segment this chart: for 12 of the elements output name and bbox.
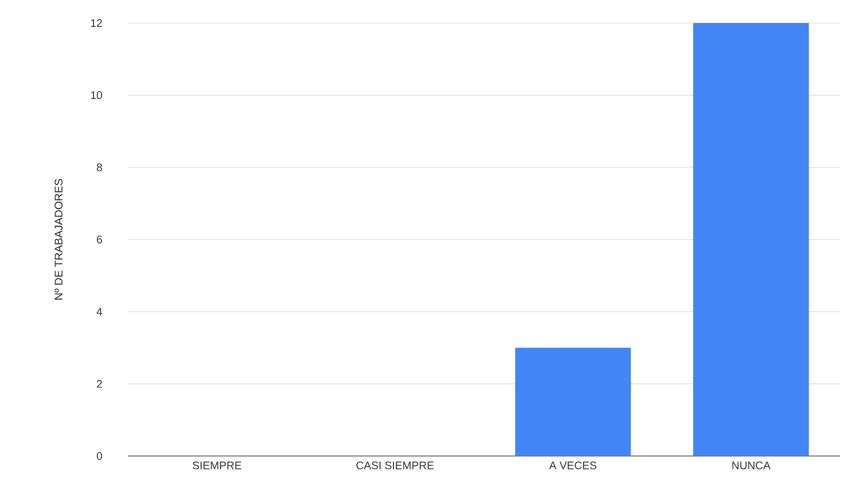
x-tick-label: SIEMPRE [192,462,242,470]
x-tick-label: CASI SIEMPRE [356,462,434,470]
y-tick-label: 4 [96,308,102,316]
y-tick-label: 0 [96,452,102,460]
x-tick-label: A VECES [549,462,596,470]
y-tick-label: 6 [96,236,102,244]
y-tick-label: 8 [96,163,102,172]
x-tick-label: NUNCA [732,462,771,470]
y-tick-label: 12 [91,19,102,27]
y-axis-title: Nº DE TRABAJADORES [54,179,62,300]
y-tick-label: 10 [91,91,102,100]
y-tick-label: 2 [96,380,102,388]
